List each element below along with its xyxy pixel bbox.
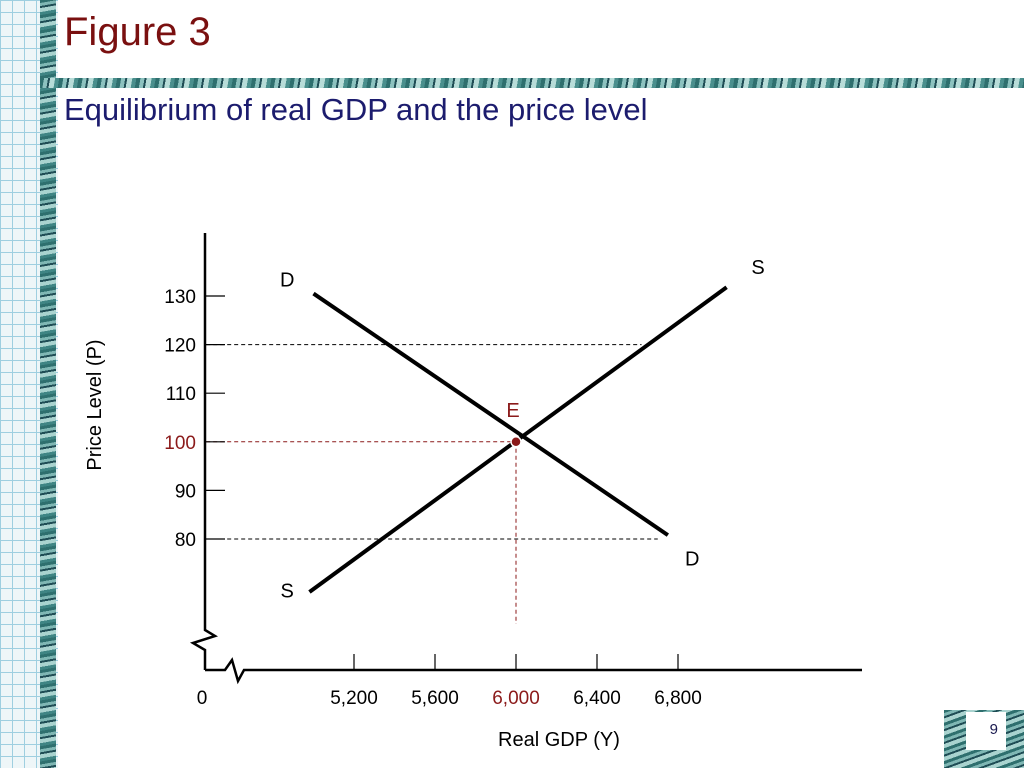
- x-axis: [205, 657, 862, 685]
- guide-lines: [206, 344, 658, 625]
- curve-label-D-1: D: [280, 269, 294, 291]
- x-tick-label-6,800: 6,800: [654, 688, 702, 709]
- demand-curve: [312, 291, 670, 537]
- equilibrium-label: E: [506, 400, 519, 422]
- chart-labels: Price Level (P) Real GDP (Y) 0: [84, 339, 620, 751]
- y-axis-title: Price Level (P): [84, 339, 106, 470]
- y-tick-label-100: 100: [164, 433, 196, 454]
- y-tick-marks: 80 90 100 110 120 130: [164, 287, 225, 551]
- x-origin-label: 0: [197, 688, 208, 709]
- y-axis: [189, 233, 219, 670]
- curve-label-S-4: S: [751, 257, 764, 279]
- x-axis-title: Real GDP (Y): [498, 729, 620, 751]
- decorative-marble-stripe: [40, 0, 56, 768]
- y-tick-label-110: 110: [166, 384, 196, 405]
- curve-label-S-3: S: [281, 580, 294, 602]
- page-number: 9: [989, 721, 998, 738]
- x-tick-label-6,400: 6,400: [573, 688, 621, 709]
- page-number-box: [966, 712, 1006, 750]
- x-tick-label-5,600: 5,600: [411, 688, 459, 709]
- x-tick-marks: 5,200 5,600 6,000 6,400 6,800: [330, 654, 702, 709]
- title-underline-band: [40, 78, 1024, 88]
- equilibrium-point: [510, 436, 522, 448]
- curves: D D S S E: [280, 257, 765, 602]
- x-tick-label-6,000: 6,000: [492, 688, 540, 709]
- y-tick-label-80: 80: [175, 530, 196, 551]
- y-tick-label-130: 130: [164, 287, 196, 308]
- slide-subtitle: Equilibrium of real GDP and the price le…: [64, 92, 648, 127]
- y-tick-label-120: 120: [164, 336, 196, 357]
- curve-label-D-2: D: [685, 549, 699, 571]
- figure-title: Figure 3: [64, 10, 211, 54]
- chart-axes: [189, 233, 862, 685]
- x-tick-label-5,200: 5,200: [330, 688, 378, 709]
- y-tick-label-90: 90: [175, 481, 196, 502]
